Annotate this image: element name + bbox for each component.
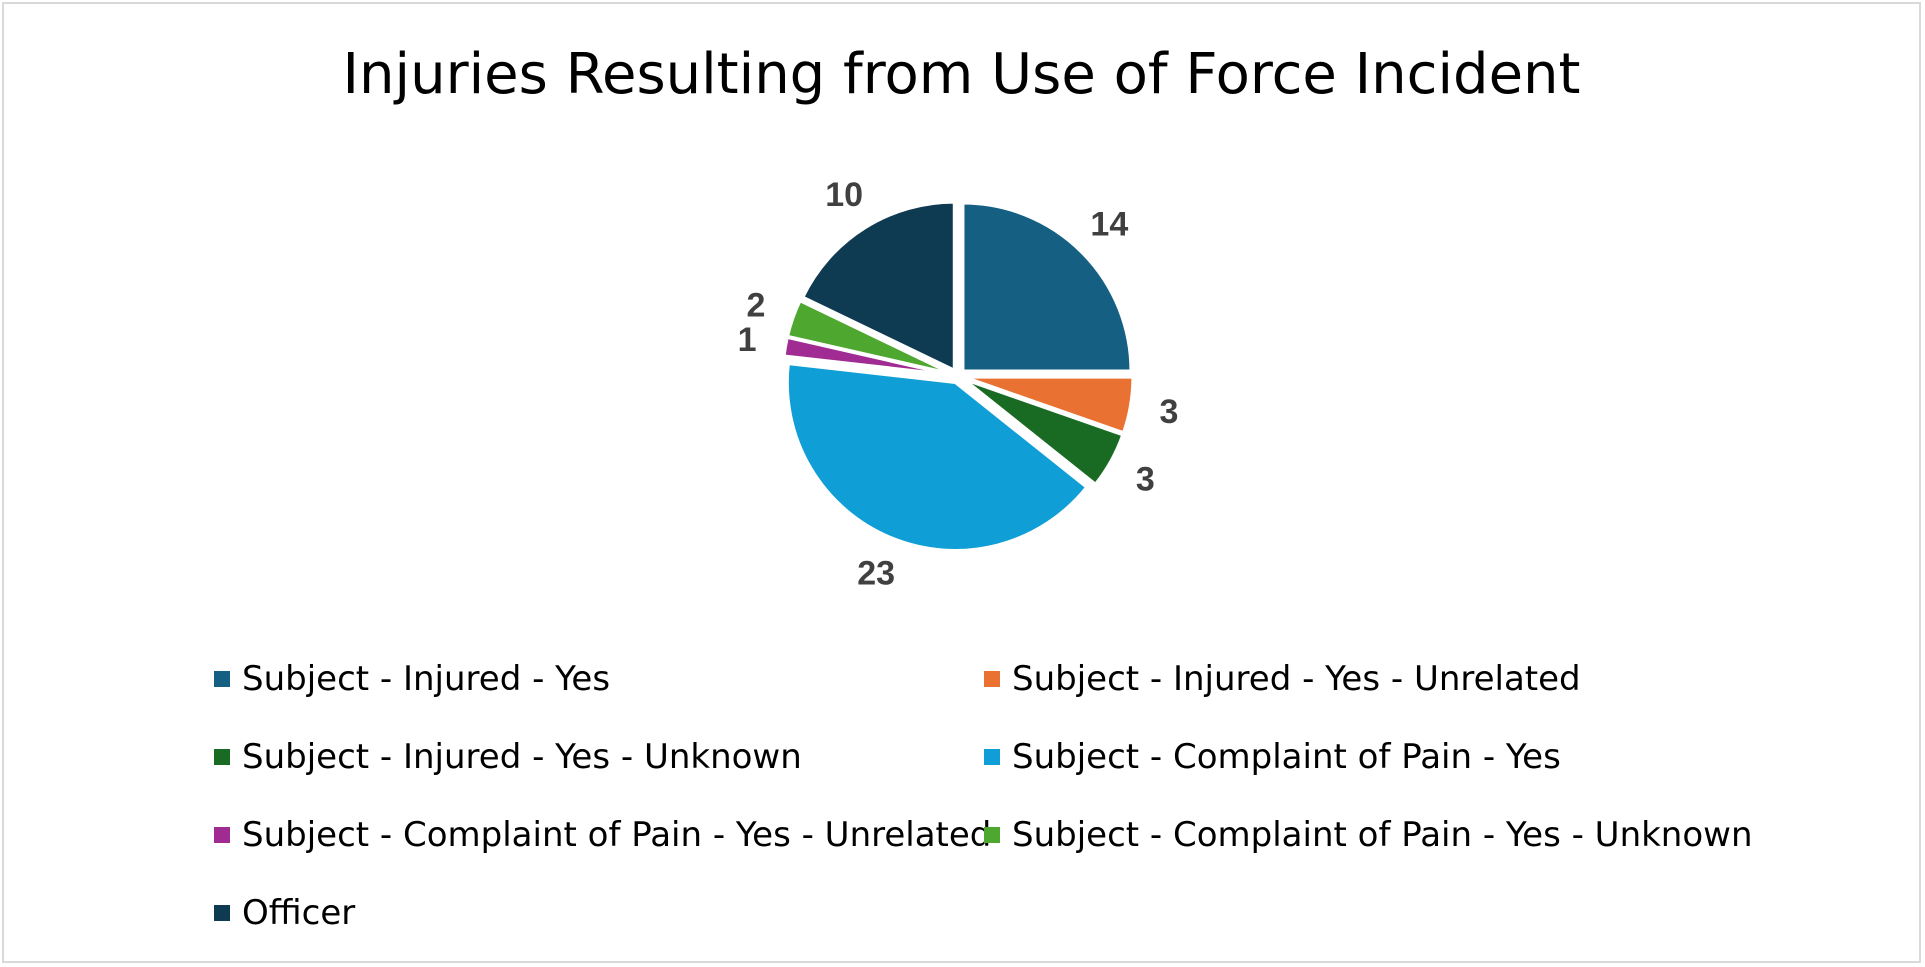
legend-swatch: [214, 905, 230, 921]
legend-label: Officer: [242, 893, 356, 933]
pie-slice-2: [964, 375, 1135, 435]
legend-swatch: [214, 827, 230, 843]
data-label-4: 23: [857, 555, 895, 593]
legend-swatch: [214, 671, 230, 687]
chart-legend: Subject - Injured - Yes Subject - Injured…: [214, 640, 1774, 952]
data-label-6: 2: [747, 286, 766, 324]
legend-item: Subject - Injured - Yes - Unrelated: [984, 640, 1764, 718]
legend-item: Officer: [214, 874, 984, 952]
pie-slices: [782, 200, 1135, 552]
legend-item: Subject - Injured - Yes - Unknown: [214, 718, 984, 796]
legend-label: Subject - Complaint of Pain - Yes: [1012, 737, 1561, 777]
pie-chart: 14 33 23 12 10: [738, 176, 1179, 593]
legend-label: Subject - Injured - Yes - Unknown: [242, 737, 802, 777]
pie-slice-4: [785, 361, 1089, 552]
data-label-7: 10: [825, 176, 863, 214]
pie-slice-1: [961, 201, 1133, 373]
data-label-2: 3: [1160, 393, 1179, 431]
legend-swatch: [214, 749, 230, 765]
pie-slice-3: [963, 377, 1125, 487]
legend-swatch: [984, 827, 1000, 843]
legend-label: Subject - Complaint of Pain - Yes - Unre…: [242, 815, 992, 855]
legend-item: Subject - Complaint of Pain - Yes - Unre…: [214, 796, 991, 874]
data-label-5: 1: [738, 321, 757, 359]
data-label-3: 3: [1136, 461, 1155, 499]
legend-item: Subject - Complaint of Pain - Yes - Unkn…: [984, 796, 1764, 874]
pie-slice-6: [785, 298, 953, 376]
chart-title: Injuries Resulting from Use of Force Inc…: [342, 42, 1581, 107]
pie-slice-7: [800, 200, 956, 373]
legend-item: Subject - Complaint of Pain - Yes: [984, 718, 1764, 796]
legend-label: Subject - Injured - Yes - Unrelated: [1012, 659, 1581, 699]
data-label-1: 14: [1090, 206, 1128, 244]
legend-label: Subject - Complaint of Pain - Yes - Unkn…: [1012, 815, 1753, 855]
legend-swatch: [984, 749, 1000, 765]
legend-label: Subject - Injured - Yes: [242, 659, 611, 699]
legend-item: Subject - Injured - Yes: [214, 640, 984, 718]
legend-swatch: [984, 671, 1000, 687]
pie-data-labels: 14 33 23 12 10: [738, 176, 1179, 593]
